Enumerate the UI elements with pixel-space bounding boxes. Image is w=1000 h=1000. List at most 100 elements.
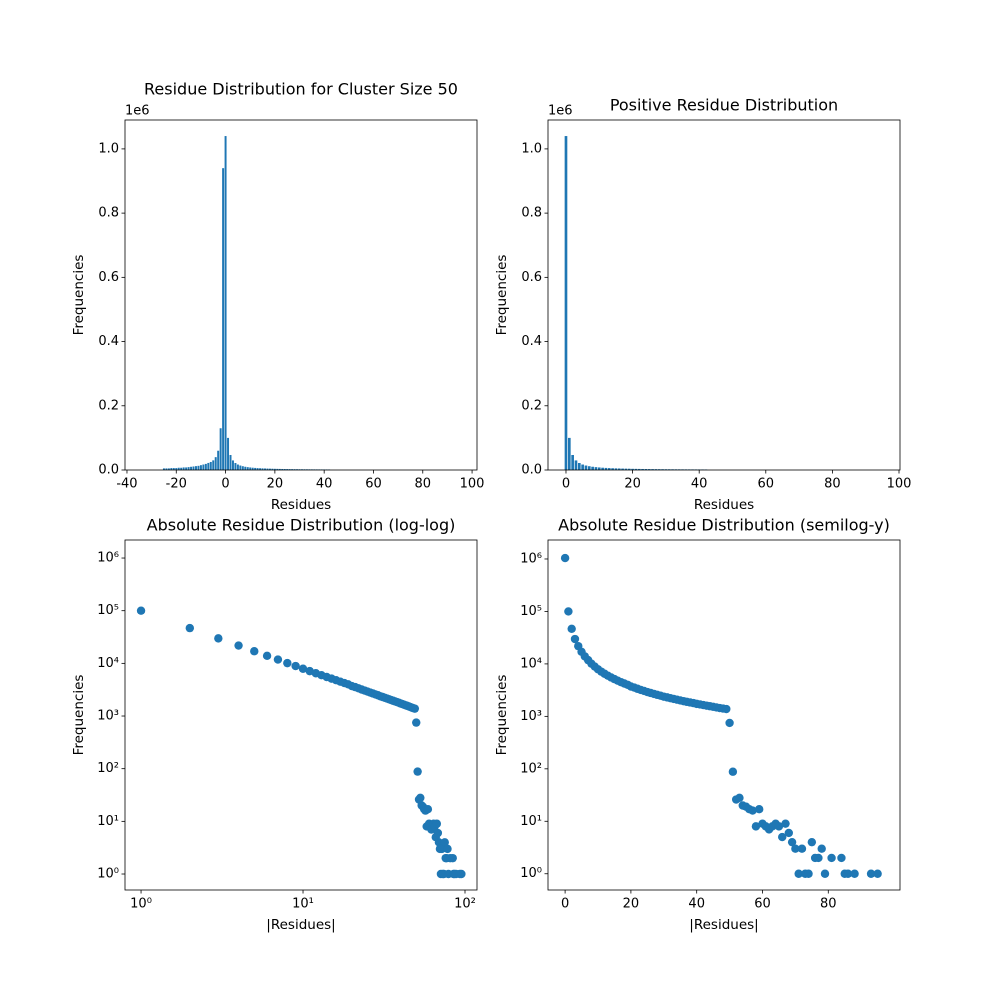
- x-axis-label: Residues: [694, 497, 754, 513]
- point: [751, 822, 761, 831]
- x-tick-label: 10⁰: [130, 897, 152, 912]
- bar: [571, 455, 574, 470]
- bar: [239, 465, 242, 470]
- bar: [611, 468, 614, 470]
- point: [837, 853, 846, 863]
- y-axis-label: Frequencies: [71, 675, 87, 756]
- bar: [266, 468, 269, 470]
- x-tick-label: -40: [116, 477, 137, 492]
- y-tick-label: 10⁴: [520, 656, 542, 671]
- bar: [654, 469, 658, 470]
- bar: [647, 469, 651, 470]
- bar: [564, 136, 568, 470]
- y-axis-label: Frequencies: [71, 255, 87, 336]
- point: [413, 767, 422, 776]
- y-tick-label: 0.8: [521, 206, 542, 221]
- y-tick-label: 0.4: [521, 334, 542, 349]
- bar: [214, 457, 217, 470]
- point: [827, 853, 836, 863]
- x-tick-label: 20: [267, 477, 284, 492]
- bar: [182, 467, 185, 470]
- point: [791, 844, 800, 853]
- bar: [234, 463, 237, 470]
- axes-frame: [547, 539, 901, 891]
- x-tick-label: 0: [561, 897, 569, 912]
- bar: [177, 467, 180, 470]
- y-tick-label: 10⁵: [97, 603, 119, 618]
- y-tick-label: 10⁶: [97, 551, 119, 566]
- x-axis-label: Residues: [271, 497, 331, 513]
- subplot: 0 20 40 60 80 100 0.0 0.2 0.4 0.6 0.8 1.0 1e6 Positiv…: [494, 96, 911, 514]
- x-tick-label: 40: [691, 477, 708, 492]
- y-tick-label: 10²: [520, 761, 542, 776]
- y-tick-label: 10⁶: [520, 551, 542, 566]
- bar: [644, 469, 648, 470]
- bar: [627, 468, 631, 470]
- x-tick-label: 10²: [454, 897, 476, 912]
- chart-title: Absolute Residue Distribution (log-log): [147, 516, 456, 535]
- point: [434, 838, 444, 847]
- bar: [617, 468, 621, 470]
- x-tick-label: 20: [624, 477, 641, 492]
- x-tick-label: 100: [460, 477, 485, 492]
- point: [781, 819, 790, 828]
- y-tick-label: 10¹: [520, 814, 542, 829]
- bar: [197, 465, 200, 470]
- bar: [219, 428, 222, 470]
- bar: [271, 468, 274, 470]
- point: [136, 606, 146, 615]
- x-tick-label: 60: [365, 477, 382, 492]
- point: [722, 704, 731, 714]
- bar: [581, 464, 584, 470]
- point: [843, 869, 853, 878]
- y-tick-label: 10³: [97, 709, 119, 724]
- point: [784, 828, 794, 838]
- point: [185, 623, 195, 633]
- bar: [584, 465, 588, 470]
- point: [564, 607, 573, 616]
- bar: [574, 460, 578, 470]
- point: [873, 869, 882, 878]
- point: [787, 837, 797, 847]
- point: [560, 553, 570, 563]
- point: [457, 869, 466, 879]
- point: [423, 805, 433, 814]
- bar: [268, 468, 271, 470]
- x-tick-label: 10¹: [292, 897, 314, 912]
- x-tick-label: 40: [316, 477, 333, 492]
- bar: [597, 467, 601, 470]
- bar: [199, 465, 202, 470]
- y-tick-label: 1.0: [98, 141, 119, 156]
- bar: [261, 468, 264, 470]
- point: [448, 853, 457, 863]
- x-tick-label: 0: [221, 477, 229, 492]
- x-tick-label: 80: [820, 897, 837, 912]
- chart-title: Residue Distribution for Cluster Size 50: [144, 80, 458, 99]
- bar: [162, 468, 165, 470]
- point: [804, 869, 813, 878]
- bar: [187, 467, 190, 470]
- bar: [175, 468, 178, 470]
- point: [234, 641, 243, 650]
- x-tick-label: 60: [758, 477, 775, 492]
- y-tick-label: 10³: [520, 709, 542, 724]
- point: [433, 828, 443, 838]
- bar: [601, 467, 604, 470]
- y-tick-label: 10⁵: [520, 604, 542, 619]
- bar: [293, 469, 296, 470]
- y-tick-label: 0.0: [98, 463, 119, 478]
- bar: [165, 468, 168, 470]
- bar: [172, 468, 175, 470]
- bar: [231, 460, 234, 470]
- bar: [567, 437, 571, 470]
- y-tick-label: 0.6: [98, 270, 119, 285]
- point: [262, 651, 272, 661]
- bar: [254, 467, 257, 470]
- y-tick-label: 0.8: [98, 206, 119, 221]
- bar: [657, 469, 661, 470]
- bar: [256, 468, 259, 470]
- bar: [222, 168, 225, 470]
- bar: [587, 466, 591, 470]
- bar: [281, 468, 284, 470]
- bar: [634, 468, 638, 470]
